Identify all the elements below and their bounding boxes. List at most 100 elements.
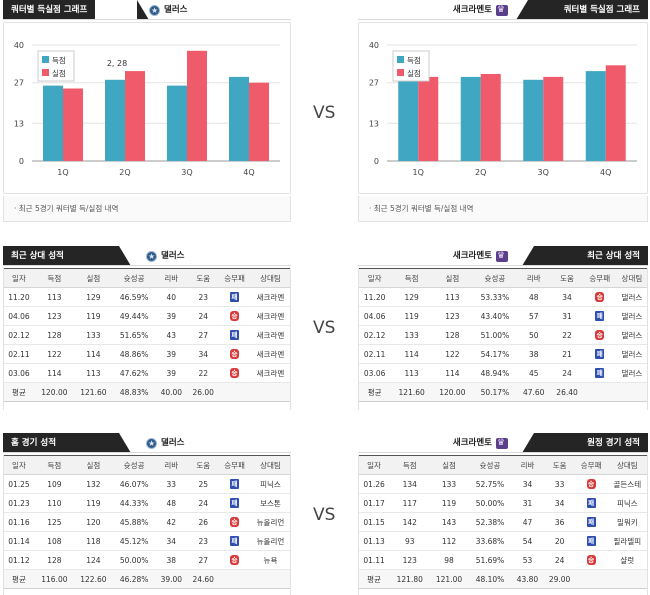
cell-opponent[interactable]: 새크라멘: [249, 306, 291, 326]
cell-points: 142: [390, 512, 430, 532]
cell-points: 128: [34, 325, 74, 345]
x-tick-label: 1Q: [413, 168, 424, 177]
table-row: 01.17 117 119 50.00% 31 34 패 피닉스: [358, 493, 648, 513]
cell-conceded: 118: [73, 531, 113, 551]
cell-opponent[interactable]: 보스톤: [249, 493, 291, 513]
cell-opponent[interactable]: 피닉스: [249, 474, 291, 494]
header-divider: [3, 452, 291, 453]
cell-opponent[interactable]: 댈러스: [615, 325, 648, 345]
x-tick-label: 1Q: [57, 168, 68, 177]
cell-result: 패: [583, 363, 616, 383]
column-header: 리바: [517, 268, 551, 288]
cell-points: 117: [390, 493, 430, 513]
cell-conceded: 114: [73, 344, 113, 364]
cell-assists: 21: [550, 344, 584, 364]
cell-opponent[interactable]: 댈러스: [615, 287, 648, 307]
result-badge: 패: [230, 536, 240, 546]
cell-conceded: 129: [73, 287, 113, 307]
cell-result: 패: [219, 474, 250, 494]
cell-fg-pct: 52.75%: [468, 474, 512, 494]
table-row: 02.12 128 133 51.65% 43 27 패 새크라멘: [3, 325, 291, 345]
cell-opponent[interactable]: 밀워키: [606, 512, 648, 532]
team-label: 댈러스: [164, 5, 188, 15]
cell-assists: 25: [187, 474, 220, 494]
cell-opponent[interactable]: 뉴욕: [249, 550, 291, 570]
cell-opponent[interactable]: 새크라멘: [249, 287, 291, 307]
result-badge: 패: [230, 330, 240, 340]
cell-rebounds: 39.00: [155, 569, 188, 589]
bar-scored: [460, 76, 481, 161]
x-tick-label: 3Q: [181, 168, 192, 177]
header-divider: [358, 19, 648, 20]
cell-fg-pct: 45.88%: [112, 512, 156, 532]
cell-fg-pct: 48.94%: [472, 363, 518, 383]
table-header-row: 일자 득점 실점 슛성공 리바 도움 승무패 상대팀: [3, 268, 291, 288]
cell-rebounds: 33: [155, 474, 188, 494]
cell-assists: 31: [550, 306, 584, 326]
cell-assists: 24: [187, 493, 220, 513]
h2h-title-right: 최근 상대 성적: [534, 246, 648, 266]
column-header: 도움: [550, 268, 584, 288]
table-row: 01.14 108 118 45.12% 34 23 패 뉴올리언: [3, 531, 291, 551]
column-header: 상대팀: [615, 268, 648, 288]
cell-opponent[interactable]: 댈러스: [615, 363, 648, 383]
cell-date: 11.20: [358, 287, 392, 307]
y-tick-label: 27: [14, 79, 24, 88]
cell-result: 패: [583, 306, 616, 326]
cell-rebounds: 43: [155, 325, 188, 345]
away-panel-right: 새크라멘토 원정 경기 성적 일자득점실점슛성공리바도움승무패상대팀01.261…: [358, 433, 648, 595]
x-tick-label: 4Q: [243, 168, 254, 177]
cell-fg-pct: 50.00%: [112, 550, 156, 570]
cell-date: 04.06: [358, 306, 392, 326]
cell-result: 패: [219, 531, 250, 551]
sacramento-logo-icon: [496, 433, 508, 453]
result-badge: 패: [595, 311, 605, 321]
cell-opponent[interactable]: 댈러스: [615, 306, 648, 326]
cell-assists: 22: [550, 325, 584, 345]
cell-date: 01.16: [3, 512, 35, 532]
cell-points: 108: [34, 531, 74, 551]
cell-rebounds: 40: [155, 287, 188, 307]
cell-opponent[interactable]: 피닉스: [606, 493, 648, 513]
cell-opponent[interactable]: 골든스테: [606, 474, 648, 494]
cell-date: 11.20: [3, 287, 35, 307]
header-tab-arrow-icon: [119, 246, 131, 266]
cell-assists: 24.60: [187, 569, 220, 589]
cell-opponent[interactable]: 새크라멘: [249, 325, 291, 345]
cell-conceded: 119: [429, 493, 469, 513]
column-header: 상대팀: [249, 455, 291, 475]
cell-date: 01.17: [358, 493, 391, 513]
column-header: 득점: [391, 268, 433, 288]
cell-opponent[interactable]: 새크라멘: [249, 363, 291, 383]
bar-scored: [105, 79, 125, 161]
cell-opponent[interactable]: 뉴올리언: [249, 531, 291, 551]
chart-footer-right: · 최근 5경기 쿼터별 득/실점 내역: [358, 196, 648, 222]
cell-opponent[interactable]: 샬럿: [606, 550, 648, 570]
result-badge: 승: [595, 330, 605, 340]
header-divider: [3, 19, 291, 20]
vs-label-2: VS: [313, 318, 336, 338]
cell-result: 패: [575, 512, 607, 532]
table-row: 01.13 93 112 33.68% 54 20 패 필라델피: [358, 531, 648, 551]
cell-opponent[interactable]: 뉴올리언: [249, 512, 291, 532]
cell-date: 03.06: [358, 363, 392, 383]
cell-avg-label: 평균: [358, 382, 392, 402]
cell-opponent[interactable]: 필라델피: [606, 531, 648, 551]
cell-points: 113: [391, 363, 433, 383]
cell-assists: 23: [187, 287, 220, 307]
cell-opponent[interactable]: 댈러스: [615, 344, 648, 364]
table-header-row: 일자 득점 실점 슛성공 리바 도움 승무패 상대팀: [358, 268, 648, 288]
cell-rebounds: 50: [517, 325, 551, 345]
cell-assists: 22: [187, 363, 220, 383]
result-badge: 승: [230, 349, 240, 359]
column-header: 일자: [358, 268, 392, 288]
column-header: 상대팀: [606, 455, 648, 475]
cell-conceded: 113: [432, 287, 473, 307]
cell-result: [219, 382, 250, 402]
cell-conceded: 122: [432, 344, 473, 364]
column-header: 승무패: [575, 455, 607, 475]
table-row: 03.06 114 113 47.62% 39 22 승 새크라멘: [3, 363, 291, 383]
header-divider: [3, 265, 291, 266]
cell-fg-pct: 50.17%: [472, 382, 518, 402]
cell-opponent[interactable]: 새크라멘: [249, 344, 291, 364]
